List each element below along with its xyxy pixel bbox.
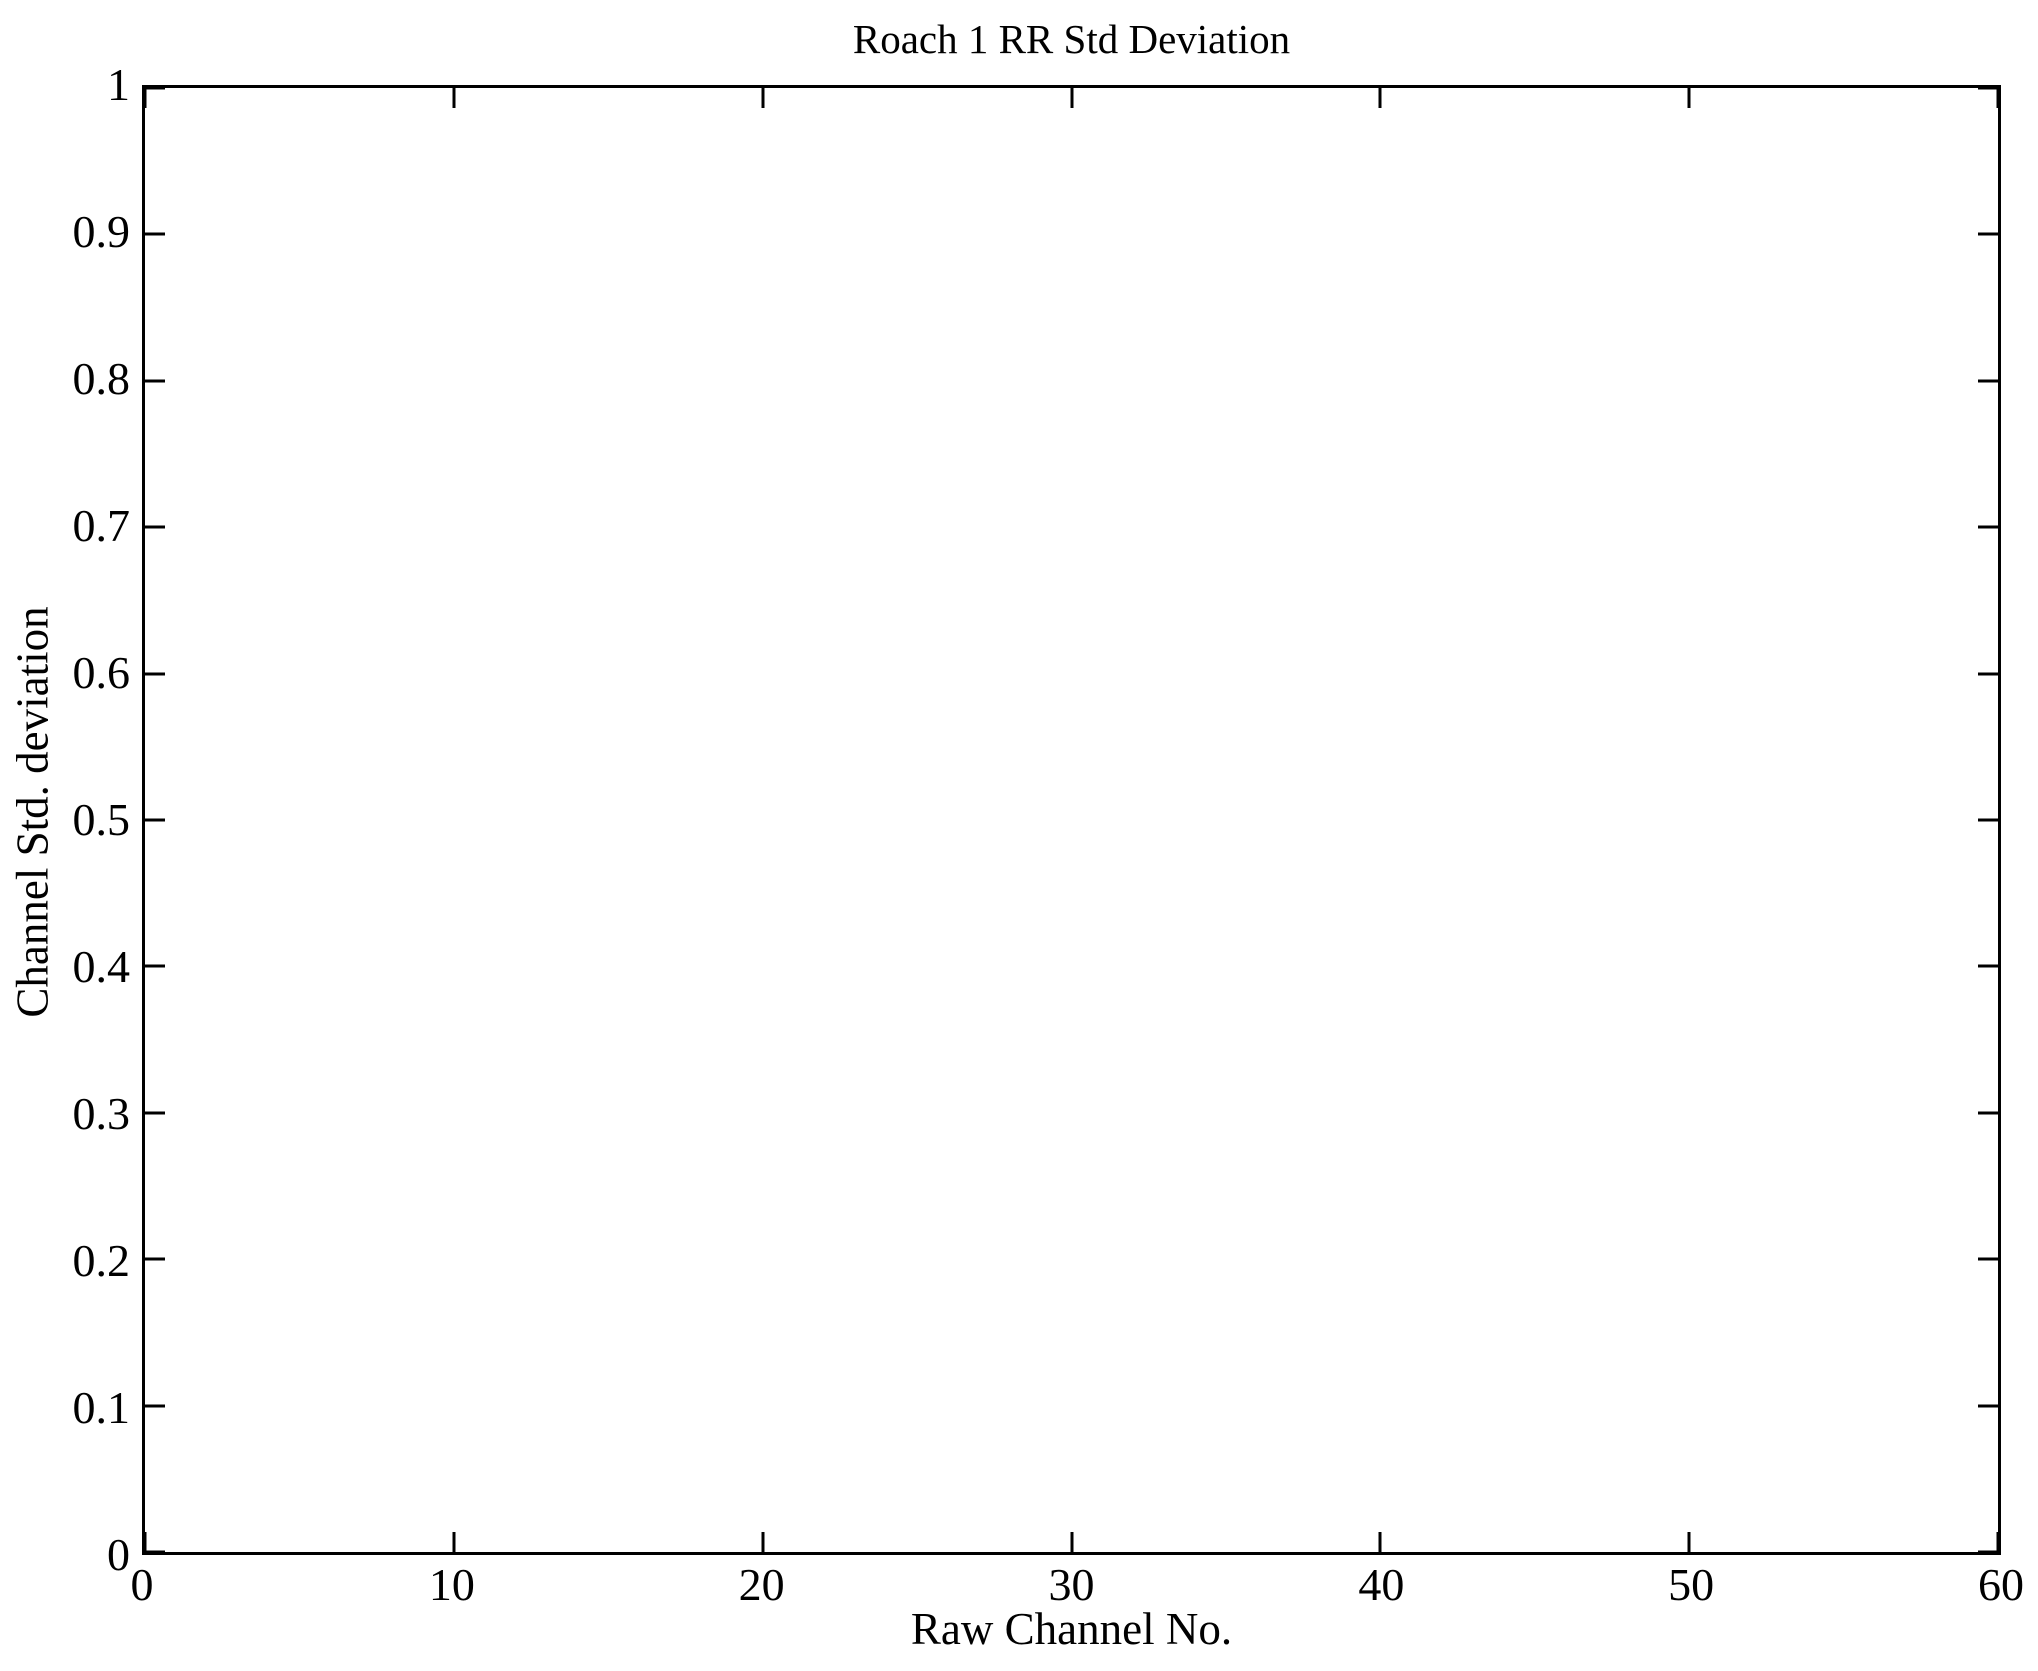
plot-area bbox=[142, 85, 2001, 1555]
y-tick-label: 0.7 bbox=[72, 500, 131, 551]
x-tick-mark bbox=[143, 1532, 147, 1552]
y-tick-mark bbox=[145, 379, 165, 383]
x-tick-mark bbox=[1070, 88, 1073, 108]
x-tick-mark bbox=[761, 1532, 765, 1552]
y-axis-label: Channel Std. deviation bbox=[7, 606, 58, 1018]
x-tick-label: 0 bbox=[130, 1559, 154, 1610]
chart-title: Roach 1 RR Std Deviation bbox=[852, 16, 1291, 62]
y-tick-mark bbox=[145, 232, 165, 236]
y-tick-label: 0.4 bbox=[72, 941, 131, 992]
x-tick-label: 60 bbox=[1978, 1559, 2024, 1610]
x-tick-mark bbox=[1996, 88, 2000, 108]
y-tick-label: 0 bbox=[107, 1529, 130, 1580]
y-tick-mark bbox=[145, 1257, 165, 1261]
y-tick-mark bbox=[1978, 232, 1998, 236]
x-tick-label: 50 bbox=[1668, 1559, 1715, 1610]
y-tick-mark bbox=[1978, 86, 1998, 90]
x-tick-mark bbox=[452, 1532, 456, 1552]
y-tick-mark bbox=[1978, 818, 1998, 822]
y-tick-mark bbox=[145, 525, 165, 529]
y-tick-mark bbox=[145, 1111, 165, 1115]
x-tick-label: 40 bbox=[1358, 1559, 1405, 1610]
y-tick-mark bbox=[145, 1404, 165, 1408]
x-tick-mark bbox=[1378, 88, 1382, 108]
y-tick-mark bbox=[1978, 964, 1998, 968]
y-tick-mark bbox=[1978, 379, 1998, 383]
x-tick-mark bbox=[1378, 1532, 1382, 1552]
x-tick-label: 20 bbox=[738, 1559, 785, 1610]
y-tick-label: 0.6 bbox=[72, 647, 131, 698]
y-tick-mark bbox=[1978, 672, 1998, 676]
x-tick-mark bbox=[1687, 1532, 1691, 1552]
y-tick-mark bbox=[1978, 525, 1998, 529]
x-tick-mark bbox=[452, 88, 456, 108]
y-tick-label: 0.2 bbox=[72, 1235, 131, 1286]
x-tick-mark bbox=[1687, 88, 1691, 108]
x-tick-label: 10 bbox=[428, 1559, 475, 1610]
y-tick-mark bbox=[1978, 1550, 1998, 1554]
y-tick-label: 0.3 bbox=[72, 1088, 131, 1139]
y-tick-label: 1 bbox=[107, 59, 130, 110]
x-tick-mark bbox=[1070, 1532, 1073, 1552]
x-axis-label: Raw Channel No. bbox=[910, 1604, 1233, 1654]
y-tick-mark bbox=[145, 1550, 165, 1554]
y-tick-mark bbox=[1978, 1404, 1998, 1408]
y-tick-mark bbox=[145, 818, 165, 822]
y-tick-mark bbox=[145, 964, 165, 968]
y-tick-mark bbox=[1978, 1111, 1998, 1115]
x-tick-mark bbox=[1996, 1532, 2000, 1552]
y-tick-mark bbox=[145, 86, 165, 90]
y-tick-mark bbox=[145, 672, 165, 676]
x-tick-label: 30 bbox=[1048, 1559, 1095, 1610]
y-tick-mark bbox=[1978, 1257, 1998, 1261]
y-tick-label: 0.8 bbox=[72, 353, 131, 404]
y-tick-label: 0.9 bbox=[72, 206, 131, 257]
y-tick-label: 0.1 bbox=[72, 1382, 131, 1433]
x-tick-mark bbox=[143, 88, 147, 108]
y-tick-label: 0.5 bbox=[72, 794, 131, 845]
x-tick-mark bbox=[761, 88, 765, 108]
